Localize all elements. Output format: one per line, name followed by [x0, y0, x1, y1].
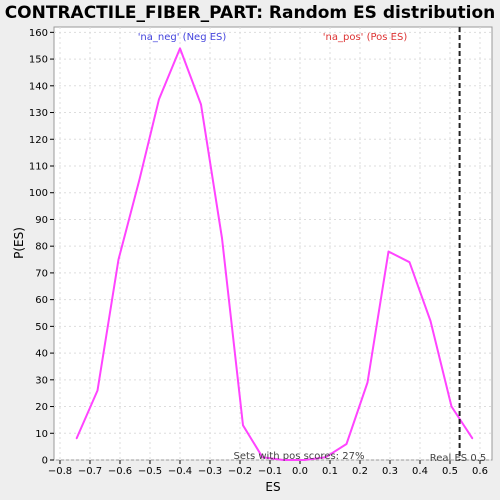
- plot-area: [53, 26, 493, 461]
- y-tick-label: 90: [35, 215, 48, 226]
- data-point: [138, 178, 141, 180]
- y-tick-label: 80: [35, 242, 48, 253]
- y-tick-label: 140: [29, 81, 48, 92]
- real-es-label: Real ES 0.5: [430, 453, 486, 464]
- data-point: [471, 438, 474, 440]
- x-tick-label: −0.3: [198, 466, 222, 477]
- x-tick-label: 0.1: [322, 466, 338, 477]
- y-tick-label: 110: [29, 161, 48, 172]
- sets-pos-scores-text: Sets with pos scores: 27%: [234, 451, 365, 462]
- annotations: 'na_neg' (Neg ES) 'na_pos' (Pos ES) Sets…: [138, 32, 487, 464]
- data-point: [242, 424, 244, 426]
- y-tick-label: 70: [35, 268, 48, 279]
- es-distribution-line: [75, 47, 474, 461]
- x-tick-label: 0.4: [412, 466, 428, 477]
- x-tick-label: 0.6: [472, 466, 488, 477]
- x-tick-label: 0.0: [292, 466, 308, 477]
- y-tick-label: 10: [35, 429, 48, 440]
- y-tick-label: 60: [35, 295, 48, 306]
- data-point: [179, 47, 181, 49]
- data-point: [75, 438, 78, 440]
- y-tick-label: 100: [29, 188, 48, 199]
- y-tick-label: 0: [42, 456, 48, 467]
- y-tick-label: 120: [29, 135, 48, 146]
- x-tick-label: 0.2: [352, 466, 368, 477]
- data-point: [345, 443, 348, 445]
- y-axis-label: P(ES): [12, 227, 26, 259]
- grid: [54, 27, 492, 461]
- data-point: [408, 261, 411, 263]
- x-tick-label: 0.5: [442, 466, 458, 477]
- y-tick-label: 130: [29, 108, 48, 119]
- x-tick-label: −0.8: [48, 466, 72, 477]
- data-point: [282, 459, 285, 461]
- x-axis-label: ES: [265, 480, 280, 494]
- x-tick-label: −0.2: [228, 466, 252, 477]
- data-point: [429, 320, 432, 322]
- x-tick-label: −0.5: [138, 466, 162, 477]
- neg-es-label: 'na_neg' (Neg ES): [138, 32, 227, 43]
- data-point: [221, 237, 223, 239]
- data-point: [324, 456, 327, 458]
- x-tick-label: −0.1: [258, 466, 282, 477]
- data-point: [200, 103, 202, 106]
- data-point: [366, 381, 369, 384]
- x-tick-label: −0.4: [168, 466, 192, 477]
- data-point: [261, 456, 264, 458]
- y-tick-label: 160: [29, 28, 48, 39]
- data-point: [158, 98, 160, 100]
- y-tick-label: 150: [29, 55, 48, 66]
- x-tick-label: −0.6: [108, 466, 132, 477]
- data-point: [387, 250, 390, 253]
- y-tick-label: 30: [35, 375, 48, 386]
- y-tick-label: 20: [35, 402, 48, 413]
- series-layer: [75, 27, 474, 461]
- chart-title: CONTRACTILE_FIBER_PART: Random ES distri…: [5, 3, 496, 23]
- pos-es-label: 'na_pos' (Pos ES): [323, 32, 408, 43]
- data-point: [303, 459, 306, 461]
- data-point: [117, 258, 120, 261]
- x-tick-label: −0.7: [78, 466, 102, 477]
- data-point: [96, 389, 99, 392]
- x-tick-label: 0.3: [382, 466, 398, 477]
- data-point: [450, 405, 453, 408]
- y-tick-label: 40: [35, 349, 48, 360]
- y-tick-label: 50: [35, 322, 48, 333]
- axes: −0.8 −0.7 −0.6 −0.5 −0.4 −0.3 −0.2 −0.1 0.0 0.1 0.…: [29, 28, 488, 477]
